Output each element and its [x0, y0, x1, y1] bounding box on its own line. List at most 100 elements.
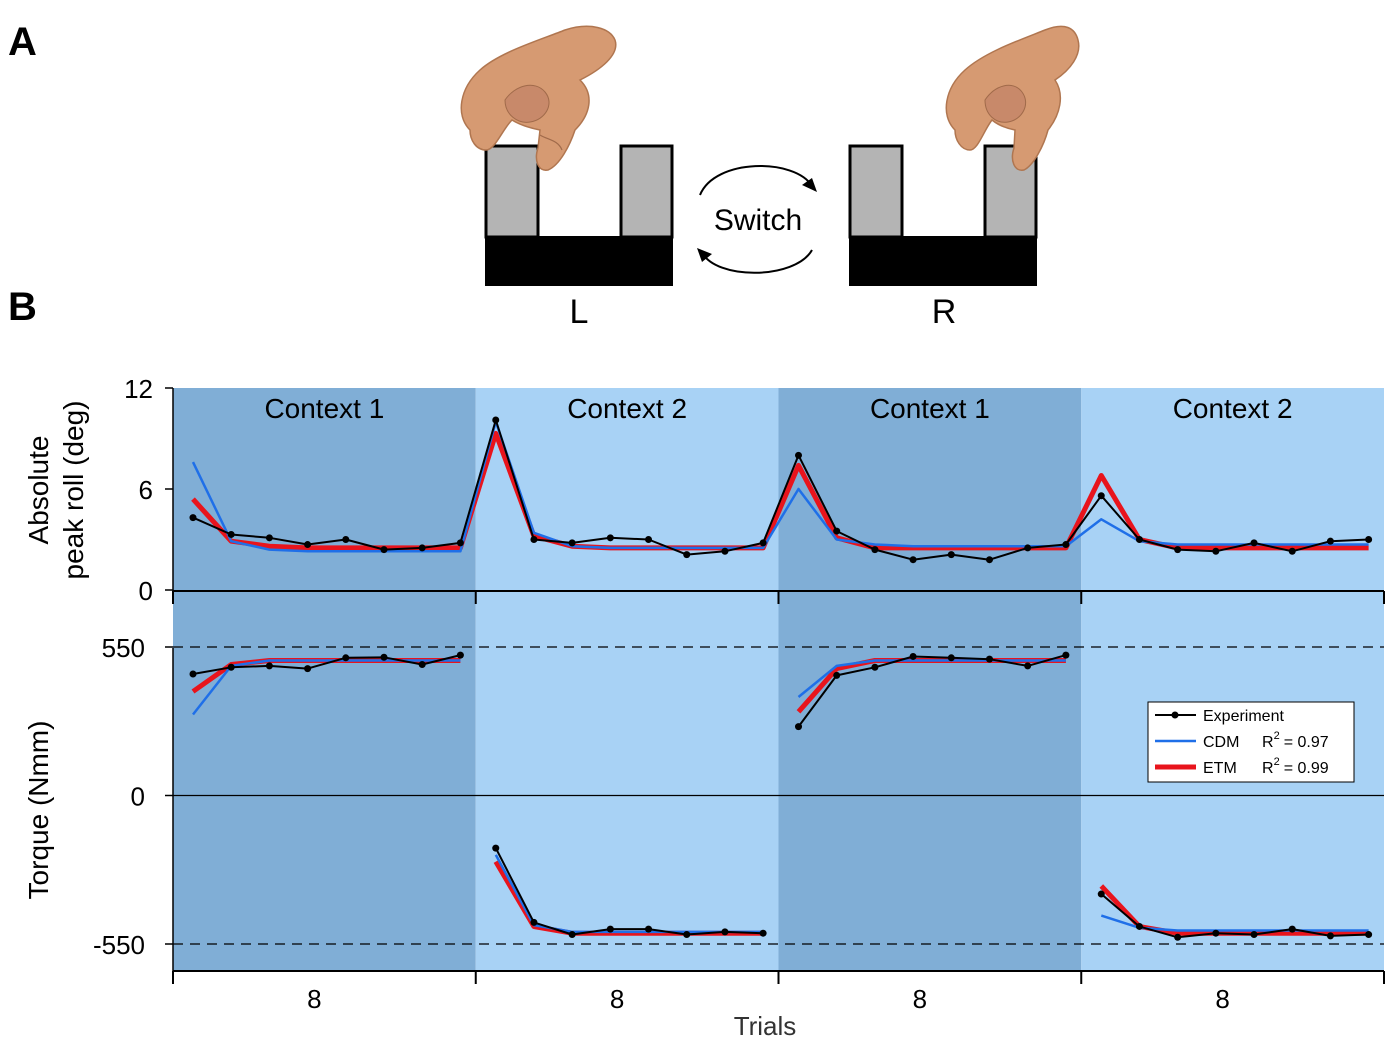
bottom-xtick-label: 8 [913, 984, 927, 1014]
bottom-axes: -550 0 550 8 8 8 8 [93, 633, 1385, 1014]
top-context-labels: Context 1 Context 2 Context 1 Context 2 [264, 393, 1292, 424]
bottom-experiment-point [1326, 932, 1334, 940]
bottom-experiment-point [759, 929, 767, 937]
top-experiment-point [871, 546, 879, 554]
switch-arrow-head-bottom [697, 248, 712, 262]
bottom-experiment-point [871, 663, 879, 671]
legend-experiment-label: Experiment [1203, 708, 1284, 725]
top-experiment-point [1250, 539, 1258, 547]
bottom-series [189, 651, 1373, 941]
top-experiment-point [833, 527, 841, 535]
bottom-experiment-point [227, 663, 235, 671]
top-experiment-point [342, 536, 350, 543]
context-label-4: Context 2 [1173, 393, 1293, 424]
bottom-experiment-line [1100, 893, 1369, 939]
legend-etm-r2-sup: 2 [1274, 756, 1280, 768]
panel-b-label: B [8, 285, 37, 329]
right-block-label: R [932, 293, 957, 331]
switch-arrows-icon [699, 165, 813, 274]
bottom-experiment-point [530, 918, 538, 926]
top-experiment-point [265, 534, 273, 542]
top-ytick-label: 6 [139, 475, 153, 505]
bottom-experiment-point [1097, 890, 1105, 898]
legend-etm-r2: R2 = 0.99 [1262, 756, 1329, 777]
top-experiment-point [1212, 547, 1220, 555]
bottom-xtick-label: 8 [1215, 984, 1229, 1014]
bottom-cdm-line [797, 659, 1066, 698]
left-block [484, 144, 674, 286]
right-hand-icon [945, 25, 1080, 171]
top-experiment-point [1326, 537, 1334, 545]
legend-cdm-r2-sup: 2 [1274, 730, 1280, 742]
legend-cdm-label: CDM [1203, 734, 1239, 751]
top-experiment-point [683, 551, 691, 559]
bottom-experiment-point [721, 928, 729, 936]
bottom-experiment-point [795, 723, 802, 731]
bottom-experiment-line [192, 654, 461, 675]
bottom-experiment-line [797, 654, 1067, 728]
bottom-experiment-point [909, 652, 917, 660]
bottom-ytick-label: 550 [102, 633, 145, 663]
legend-experiment-marker [1171, 711, 1179, 719]
top-experiment-point [1174, 546, 1182, 554]
bottom-experiment-point [833, 671, 841, 679]
bottom-experiment-point [1212, 929, 1220, 937]
bottom-experiment-point [380, 653, 388, 661]
top-series [189, 416, 1373, 564]
bottom-experiment-point [1250, 931, 1258, 939]
left-block-left-post [484, 144, 540, 239]
bottom-experiment-point [1288, 925, 1296, 933]
bottom-experiment-point [265, 662, 273, 670]
top-experiment-point [721, 547, 729, 555]
bottom-ytick-label: -550 [93, 930, 145, 960]
top-experiment-line [192, 419, 1369, 561]
top-experiment-point [530, 536, 538, 543]
top-experiment-point [947, 551, 955, 559]
top-experiment-point [645, 536, 653, 543]
bottom-experiment-point [568, 931, 576, 939]
bottom-experiment-point [456, 651, 464, 659]
top-experiment-point [568, 539, 576, 547]
bottom-experiment-point [683, 931, 691, 939]
switch-arrow-head-top [802, 178, 817, 192]
top-experiment-point [492, 416, 500, 424]
bottom-experiment-point [606, 925, 614, 933]
panel-a-label: A [8, 20, 37, 64]
top-experiment-point [759, 539, 767, 547]
top-experiment-point [304, 541, 312, 549]
bottom-experiment-point [1174, 933, 1182, 941]
bottom-experiment-point [1024, 662, 1032, 670]
bottom-experiment-point [304, 665, 312, 673]
bottom-experiment-point [645, 925, 653, 933]
context-label-3: Context 1 [870, 393, 990, 424]
bottom-experiment-point [1135, 922, 1143, 930]
switch-label: Switch [714, 204, 802, 237]
legend-etm-r2-prefix: R [1262, 760, 1274, 777]
top-experiment-point [189, 514, 197, 522]
context-label-2: Context 2 [567, 393, 687, 424]
bottom-cdm-line [192, 659, 461, 716]
bottom-experiment-point [189, 670, 197, 678]
top-experiment-point [1365, 536, 1373, 543]
top-experiment-point [909, 556, 917, 564]
context-band-1 [173, 388, 476, 971]
top-experiment-point [227, 530, 235, 538]
context-label-1: Context 1 [264, 393, 384, 424]
top-experiment-point [985, 556, 993, 564]
top-experiment-point [1288, 547, 1296, 555]
legend-etm-r2-value: = 0.99 [1284, 760, 1329, 777]
top-experiment-point [456, 539, 464, 547]
context-bands [173, 388, 1384, 971]
legend-cdm-r2: R2 = 0.97 [1262, 730, 1329, 751]
bottom-experiment-point [418, 661, 426, 669]
bottom-experiment-point [492, 844, 500, 852]
bottom-xtick-label: 8 [307, 984, 321, 1014]
bottom-experiment-point [342, 654, 350, 662]
bottom-experiment-line [494, 847, 764, 936]
top-experiment-point [1097, 492, 1105, 500]
top-chart: Absolute peak roll (deg) Context 1 Contex… [23, 374, 1385, 606]
top-axes: 0 6 12 [124, 374, 1385, 606]
context-band-4 [1081, 388, 1384, 971]
left-block-label: L [570, 293, 589, 331]
